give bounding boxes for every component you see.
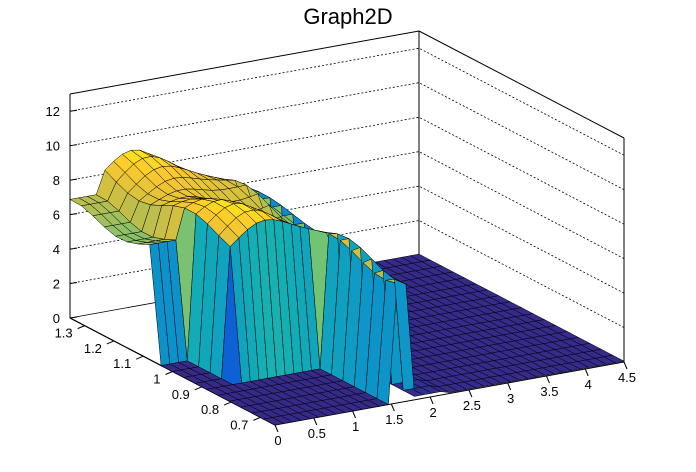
- x-tick-label-4.5: 4.5: [618, 370, 636, 385]
- gridline-z-10: [69, 82, 625, 191]
- gridline-z-6: [69, 151, 625, 259]
- x-tick-mark-0.5: [313, 417, 318, 426]
- z-tick-label-0: 0: [53, 311, 60, 326]
- z-tick-label-10: 10: [46, 139, 60, 154]
- x-tick-label-3: 3: [507, 391, 514, 406]
- z-tick-mark-8: [69, 178, 78, 181]
- x-tick-mark-4.5: [623, 361, 628, 370]
- x-tick-mark-1: [352, 410, 357, 419]
- box-edge-3: [69, 30, 420, 95]
- y-tick-label-1.2: 1.2: [84, 341, 102, 356]
- chart-title: Graph2D: [303, 4, 393, 29]
- x-tick-mark-0: [274, 424, 279, 433]
- x-tick-label-2: 2: [429, 405, 436, 420]
- surface-cell: [603, 354, 625, 363]
- y-tick-mark-0.9: [194, 386, 202, 391]
- z-tick-mark-10: [69, 144, 78, 147]
- surface-plot: [69, 149, 625, 426]
- x-tick-mark-3.5: [545, 375, 550, 384]
- gridline-z-4: [69, 185, 625, 294]
- x-tick-mark-2: [429, 396, 434, 405]
- y-tick-mark-1.1: [136, 355, 144, 360]
- y-tick-label-1.3: 1.3: [55, 326, 73, 341]
- z-tick-label-6: 6: [53, 208, 60, 223]
- y-tick-mark-1.2: [106, 340, 115, 345]
- z-tick-mark-4: [69, 247, 78, 250]
- x-tick-label-1: 1: [352, 419, 359, 434]
- gridline-z-12: [69, 47, 625, 156]
- z-tick-label-4: 4: [53, 242, 60, 257]
- y-tick-mark-0.7: [253, 416, 261, 421]
- x-tick-label-2.5: 2.5: [463, 398, 481, 413]
- y-tick-mark-0.8: [223, 401, 232, 406]
- z-tick-mark-2: [69, 282, 78, 285]
- z-tick-label-2: 2: [53, 277, 60, 292]
- z-tick-mark-6: [69, 213, 78, 216]
- x-tick-label-0.5: 0.5: [308, 426, 326, 441]
- x-tick-mark-1.5: [390, 403, 395, 412]
- y-tick-label-1: 1: [153, 372, 160, 387]
- y-tick-mark-1.3: [77, 325, 85, 330]
- gridline-z-8: [69, 116, 625, 225]
- y-tick-label-0.9: 0.9: [172, 387, 190, 402]
- z-tick-mark-12: [69, 109, 78, 112]
- x-tick-mark-2.5: [468, 389, 473, 398]
- x-tick-label-1.5: 1.5: [385, 412, 403, 427]
- y-tick-label-0.8: 0.8: [201, 402, 219, 417]
- x-tick-label-4: 4: [585, 377, 592, 392]
- y-tick-mark-1: [165, 371, 173, 375]
- y-tick-label-0.7: 0.7: [230, 417, 248, 432]
- z-tick-label-12: 12: [46, 104, 60, 119]
- x-tick-mark-3: [507, 382, 512, 391]
- z-tick-mark-0: [69, 316, 78, 319]
- z-tick-label-8: 8: [53, 173, 60, 188]
- tick-labels: 0 2 4 6 8 10 12 0 0.5 1 1.5 2 2.5 3 3.5 4 4.5 0.7 0.8 0.9 1 1…: [46, 104, 637, 448]
- x-tick-label-3.5: 3.5: [540, 384, 558, 399]
- x-tick-label-0: 0: [274, 433, 281, 448]
- gridline-z-2: [69, 220, 625, 328]
- x-tick-mark-4: [584, 368, 589, 377]
- box-edge-4: [418, 30, 625, 139]
- y-tick-label-1.1: 1.1: [113, 356, 131, 371]
